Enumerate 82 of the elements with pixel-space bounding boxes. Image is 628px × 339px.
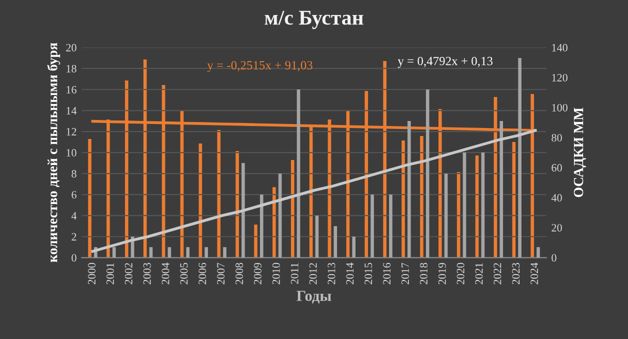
y2-tick-label: 140	[552, 44, 568, 52]
bar	[242, 163, 245, 258]
x-tick-label: 2008	[236, 262, 244, 284]
x-tick-label: 2021	[475, 263, 483, 284]
x-tick-label: 2019	[438, 262, 446, 284]
bar	[481, 152, 485, 258]
x-tick-label: 2005	[180, 262, 188, 284]
chart-title: м/с Бустан	[264, 10, 364, 30]
y2-tick-label: 20	[552, 224, 562, 232]
x-tick-label: 2022	[494, 263, 502, 284]
y2-tick-label: 120	[552, 74, 568, 82]
x-tick-label: 2011	[290, 263, 298, 284]
bar	[500, 121, 504, 258]
bar	[112, 247, 116, 258]
y-tick-label: 8	[72, 170, 76, 178]
y-tick-label: 4	[71, 212, 77, 220]
y-tick-label: 0	[72, 254, 76, 262]
annotation: y = -0,2515x + 91,03	[207, 61, 312, 72]
x-tick-label: 2003	[143, 262, 151, 284]
x-tick-label: 2007	[217, 262, 225, 284]
y-tick-label: 6	[72, 191, 76, 199]
y2-tick-label: 60	[552, 164, 562, 172]
x-tick-label: 2018	[420, 262, 428, 284]
x-tick-label: 2015	[364, 262, 372, 284]
bar	[168, 247, 172, 258]
y-tick-label: 10	[66, 149, 76, 157]
y2-tick-label: 100	[552, 104, 568, 112]
bar	[407, 121, 411, 258]
y-axis-title: количество дней с пыльными буря	[47, 42, 60, 262]
x-tick-label: 2024	[530, 262, 538, 284]
x-tick-label: 2009	[254, 262, 262, 284]
bar	[217, 130, 221, 258]
bar	[223, 247, 226, 258]
bar	[88, 139, 92, 258]
bar	[462, 152, 466, 258]
bar	[198, 144, 202, 258]
bar	[352, 236, 356, 258]
y2-tick-label: 80	[552, 134, 562, 142]
x-axis-title: Годы	[296, 290, 332, 304]
bar	[290, 160, 294, 258]
y-tick-label: 16	[66, 86, 76, 94]
bar	[426, 89, 430, 258]
bar	[389, 194, 392, 258]
y2-tick-label: 0	[552, 254, 556, 262]
x-tick-label: 2012	[309, 263, 317, 284]
x-tick-label: 2014	[346, 262, 354, 284]
y-tick-label: 2	[72, 233, 76, 240]
bar	[518, 58, 522, 258]
bar	[370, 194, 374, 258]
bar	[186, 247, 190, 258]
x-tick-label: 2013	[328, 262, 336, 284]
bar	[149, 247, 153, 258]
x-tick-label: 2010	[272, 262, 280, 284]
y-tick-label: 14	[66, 107, 77, 114]
bar	[315, 216, 319, 258]
x-tick-label: 2006	[198, 262, 206, 284]
bar	[512, 142, 516, 258]
bar	[204, 247, 208, 258]
x-tick-label: 2023	[512, 262, 520, 284]
bar	[260, 194, 264, 258]
y2-tick-label: 40	[551, 194, 562, 202]
x-tick-label: 2002	[124, 263, 132, 284]
x-tick-label: 2016	[383, 262, 391, 284]
y2-axis-title: ОСАДКИ ММ	[574, 108, 586, 198]
y-tick-label: 12	[66, 128, 76, 136]
x-tick-label: 2004	[162, 262, 170, 284]
x-tick-label: 2000	[88, 262, 96, 284]
bar	[334, 226, 338, 258]
bar	[402, 140, 405, 258]
line-series	[91, 129, 537, 253]
bar	[236, 151, 239, 258]
bar	[420, 136, 424, 258]
y-tick-label: 20	[66, 44, 76, 52]
x-tick-label: 2017	[401, 262, 409, 284]
bar	[444, 174, 448, 258]
bar	[272, 187, 276, 258]
y-tick-label: 18	[66, 64, 76, 72]
bar	[254, 224, 258, 258]
annotation: y = 0,4792x + 0,13	[398, 56, 493, 68]
x-tick-label: 2001	[106, 263, 114, 284]
x-tick-label: 2020	[456, 262, 464, 284]
bar	[536, 247, 540, 258]
